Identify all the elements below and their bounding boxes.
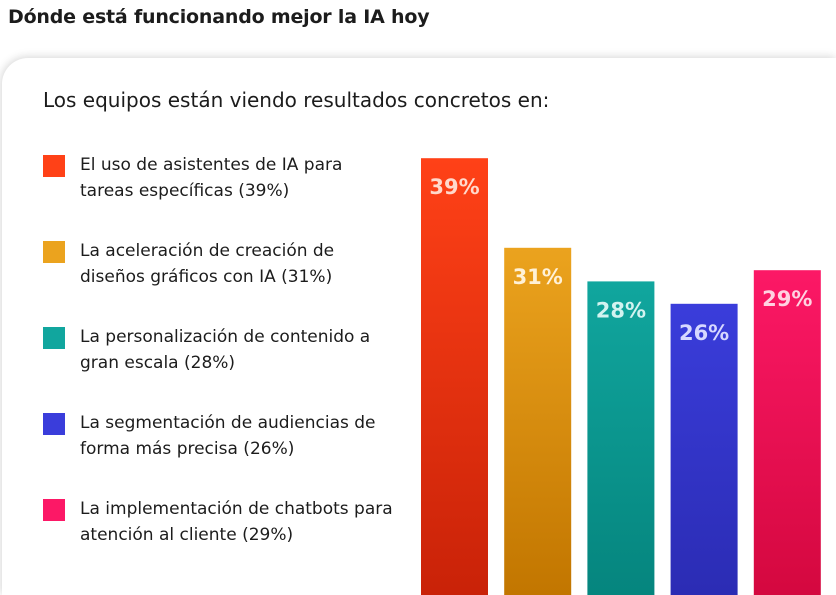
bar-value-label: 29% xyxy=(762,287,812,311)
legend-swatch xyxy=(43,241,65,263)
legend: El uso de asistentes de IA para tareas e… xyxy=(43,152,403,582)
bar xyxy=(421,158,488,595)
bar xyxy=(670,303,738,595)
bar-value-label: 39% xyxy=(429,175,479,199)
bar xyxy=(504,247,572,595)
bar-value-label: 28% xyxy=(596,298,646,322)
legend-label: El uso de asistentes de IA para tareas e… xyxy=(80,155,343,201)
bar xyxy=(587,281,655,595)
legend-item: La implementación de chatbots para atenc… xyxy=(43,496,403,582)
legend-item: La segmentación de audiencias de forma m… xyxy=(43,410,403,496)
legend-swatch xyxy=(43,155,65,177)
bar-value-label: 31% xyxy=(513,265,563,289)
page-title: Dónde está funcionando mejor la IA hoy xyxy=(8,6,430,28)
legend-item: La aceleración de creación de diseños gr… xyxy=(43,238,403,324)
legend-label: La segmentación de audiencias de forma m… xyxy=(80,413,376,459)
legend-swatch xyxy=(43,413,65,435)
legend-label: La personalización de contenido a gran e… xyxy=(80,327,371,373)
bar-value-label: 26% xyxy=(679,321,729,345)
legend-swatch xyxy=(43,327,65,349)
legend-swatch xyxy=(43,499,65,521)
legend-label: La aceleración de creación de diseños gr… xyxy=(80,241,335,287)
legend-item: El uso de asistentes de IA para tareas e… xyxy=(43,152,403,238)
legend-item: La personalización de contenido a gran e… xyxy=(43,324,403,410)
legend-label: La implementación de chatbots para atenc… xyxy=(80,499,393,545)
chart-subtitle: Los equipos están viendo resultados conc… xyxy=(43,88,550,112)
bar xyxy=(753,270,821,595)
